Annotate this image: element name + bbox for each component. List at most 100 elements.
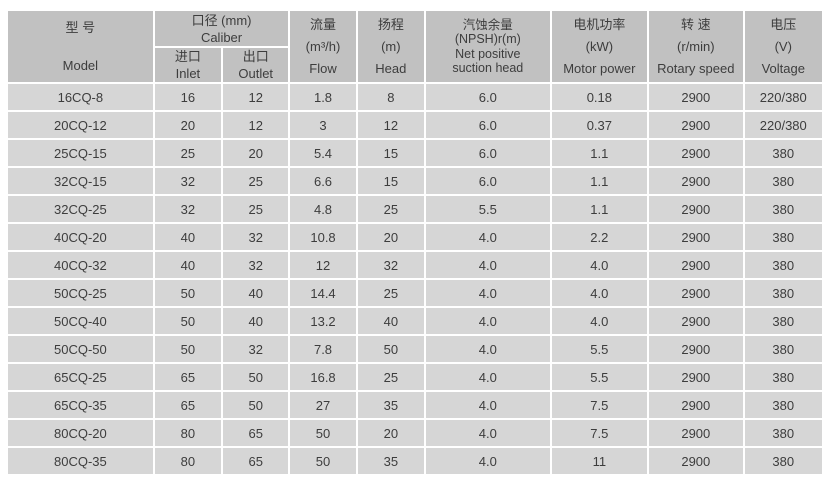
- cell-outlet: 25: [223, 196, 289, 222]
- cell-head: 15: [357, 168, 424, 194]
- header-npsh-en2: suction head: [452, 61, 524, 75]
- cell-voltage: 380: [744, 196, 822, 222]
- cell-model: 65CQ-35: [8, 392, 153, 418]
- header-head-unit: (m): [381, 39, 401, 54]
- cell-motor-power: 4.0: [551, 308, 648, 334]
- cell-npsh: 4.0: [426, 392, 550, 418]
- cell-npsh: 6.0: [426, 84, 550, 110]
- cell-motor-power: 1.1: [551, 140, 648, 166]
- cell-inlet: 25: [154, 140, 222, 166]
- cell-flow: 50: [290, 420, 356, 446]
- cell-inlet: 80: [154, 420, 222, 446]
- header-model-en: Model: [62, 58, 99, 73]
- cell-voltage: 380: [744, 392, 822, 418]
- cell-npsh: 4.0: [426, 336, 550, 362]
- cell-rotary-speed: 2900: [649, 392, 743, 418]
- table-row: 80CQ-35 80 65 50 35 4.0 11 2900 380: [8, 448, 822, 474]
- cell-inlet: 16: [154, 84, 222, 110]
- cell-npsh: 4.0: [426, 364, 550, 390]
- header-rotary-speed-en: Rotary speed: [657, 61, 735, 76]
- table-row: 40CQ-20 40 32 10.8 20 4.0 2.2 2900 380: [8, 224, 822, 250]
- table-row: 25CQ-15 25 20 5.4 15 6.0 1.1 2900 380: [8, 140, 822, 166]
- cell-head: 35: [357, 448, 424, 474]
- header-flow: 流量 (m³/h) Flow: [290, 11, 356, 82]
- header-npsh-en1: Net positive: [455, 46, 521, 61]
- cell-head: 15: [357, 140, 424, 166]
- cell-motor-power: 7.5: [551, 392, 648, 418]
- cell-voltage: 380: [744, 336, 822, 362]
- cell-model: 50CQ-40: [8, 308, 153, 334]
- cell-rotary-speed: 2900: [649, 196, 743, 222]
- header-inlet-en: Inlet: [175, 66, 201, 81]
- cell-npsh: 6.0: [426, 112, 550, 138]
- cell-voltage: 380: [744, 364, 822, 390]
- cell-flow: 16.8: [290, 364, 356, 390]
- cell-motor-power: 7.5: [551, 420, 648, 446]
- table-row: 40CQ-32 40 32 12 32 4.0 4.0 2900 380: [8, 252, 822, 278]
- table-row: 20CQ-12 20 12 3 12 6.0 0.37 2900 220/380: [8, 112, 822, 138]
- header-outlet: 出口 Outlet: [223, 48, 289, 82]
- cell-voltage: 380: [744, 168, 822, 194]
- cell-inlet: 50: [154, 280, 222, 306]
- header-head-zh: 扬程: [377, 17, 404, 32]
- cell-voltage: 220/380: [744, 112, 822, 138]
- cell-model: 40CQ-32: [8, 252, 153, 278]
- cell-inlet: 50: [154, 308, 222, 334]
- cell-head: 20: [357, 420, 424, 446]
- cell-voltage: 380: [744, 140, 822, 166]
- cell-model: 80CQ-35: [8, 448, 153, 474]
- cell-rotary-speed: 2900: [649, 140, 743, 166]
- cell-motor-power: 1.1: [551, 168, 648, 194]
- cell-motor-power: 11: [551, 448, 648, 474]
- cell-motor-power: 1.1: [551, 196, 648, 222]
- cell-outlet: 25: [223, 168, 289, 194]
- cell-rotary-speed: 2900: [649, 84, 743, 110]
- cell-outlet: 40: [223, 280, 289, 306]
- header-flow-en: Flow: [309, 61, 337, 76]
- header-model-zh: 型 号: [65, 20, 96, 35]
- header-voltage: 电压 (V) Voltage: [744, 11, 822, 82]
- header-flow-zh: 流量: [310, 17, 337, 32]
- cell-model: 40CQ-20: [8, 224, 153, 250]
- header-voltage-unit: (V): [774, 39, 792, 54]
- cell-model: 32CQ-25: [8, 196, 153, 222]
- cell-model: 50CQ-25: [8, 280, 153, 306]
- cell-npsh: 4.0: [426, 308, 550, 334]
- header-motor-power-en: Motor power: [563, 61, 636, 76]
- header-inlet: 进口 Inlet: [154, 48, 222, 82]
- cell-model: 32CQ-15: [8, 168, 153, 194]
- spec-table: 型 号 Model 口径 (mm) Caliber 流量 (m³/h) Flow: [6, 9, 824, 476]
- header-npsh: 汽蚀余量 (NPSH)r(m) Net positive suction hea…: [426, 11, 550, 82]
- cell-outlet: 50: [223, 392, 289, 418]
- table-row: 32CQ-15 32 25 6.6 15 6.0 1.1 2900 380: [8, 168, 822, 194]
- cell-head: 50: [357, 336, 424, 362]
- header-rotary-speed-zh: 转 速: [680, 17, 711, 32]
- cell-inlet: 20: [154, 112, 222, 138]
- cell-head: 32: [357, 252, 424, 278]
- cell-head: 35: [357, 392, 424, 418]
- cell-flow: 6.6: [290, 168, 356, 194]
- cell-flow: 3: [290, 112, 356, 138]
- cell-voltage: 380: [744, 280, 822, 306]
- cell-npsh: 5.5: [426, 196, 550, 222]
- cell-npsh: 6.0: [426, 168, 550, 194]
- header-head-en: Head: [375, 61, 407, 76]
- table-row: 65CQ-35 65 50 27 35 4.0 7.5 2900 380: [8, 392, 822, 418]
- header-outlet-en: Outlet: [238, 66, 274, 81]
- header-voltage-en: Voltage: [761, 61, 805, 76]
- cell-motor-power: 5.5: [551, 364, 648, 390]
- cell-voltage: 380: [744, 252, 822, 278]
- cell-npsh: 4.0: [426, 224, 550, 250]
- cell-rotary-speed: 2900: [649, 308, 743, 334]
- cell-npsh: 4.0: [426, 448, 550, 474]
- cell-inlet: 80: [154, 448, 222, 474]
- cell-inlet: 65: [154, 392, 222, 418]
- cell-voltage: 380: [744, 448, 822, 474]
- cell-head: 12: [357, 112, 424, 138]
- cell-rotary-speed: 2900: [649, 252, 743, 278]
- cell-outlet: 32: [223, 336, 289, 362]
- cell-flow: 50: [290, 448, 356, 474]
- cell-model: 50CQ-50: [8, 336, 153, 362]
- cell-flow: 4.8: [290, 196, 356, 222]
- cell-outlet: 32: [223, 252, 289, 278]
